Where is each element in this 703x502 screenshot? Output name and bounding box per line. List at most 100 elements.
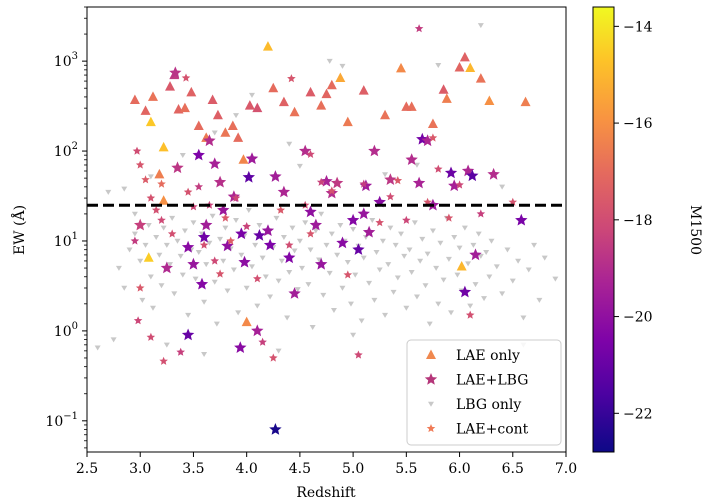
lbg-only-point: [307, 247, 314, 253]
lae-lbg-point: [197, 230, 211, 243]
lbg-only-point: [256, 222, 263, 228]
lbg-only-point: [326, 58, 333, 64]
lbg-only-point: [209, 213, 216, 219]
lbg-only-point: [339, 285, 346, 291]
lae-only-point: [244, 100, 255, 110]
lbg-only-point: [417, 258, 424, 264]
lbg-only-point: [94, 345, 101, 351]
lbg-only-point: [350, 332, 357, 338]
lbg-only-point: [302, 220, 309, 226]
lae-only-point: [158, 195, 169, 205]
lae-only-point: [278, 96, 289, 107]
lbg-only-point: [541, 255, 548, 261]
lae-lbg-point: [315, 257, 328, 270]
lbg-only-point: [203, 262, 210, 268]
lbg-only-point: [440, 277, 447, 283]
lbg-only-point: [379, 238, 386, 244]
lae-only-point: [268, 82, 279, 93]
lae-only-point: [475, 73, 486, 83]
y-tick-label: 102: [54, 141, 78, 160]
plot-area: 2.5 3.0 3.5 4.0 4.5 5.0 5.5 6.0 6.5 7.0 10−110010…: [10, 6, 577, 501]
lbg-only-point: [552, 276, 559, 282]
lbg-only-point: [392, 242, 399, 248]
lbg-only-point: [454, 272, 461, 278]
x-tick-label: 2.5: [76, 461, 98, 477]
lbg-only-point: [520, 315, 527, 321]
y-tick-label: 10−1: [45, 411, 78, 430]
lbg-only-point: [531, 242, 538, 248]
lae-only-point: [401, 101, 412, 111]
lae-cont-point: [141, 175, 150, 184]
lbg-only-point: [525, 267, 532, 273]
lbg-only-point: [499, 291, 506, 297]
lbg-only-point: [481, 296, 488, 302]
lae-cont-point: [465, 310, 475, 319]
lae-cont-point: [316, 177, 326, 186]
lae-lbg-point: [352, 243, 365, 255]
lae-only-point: [305, 86, 316, 97]
lbg-only-point: [145, 222, 152, 228]
lbg-only-point: [131, 231, 138, 237]
lae-lbg-point: [346, 213, 360, 226]
colorbar: −14 −16 −18 −20 −22 M1500: [592, 6, 703, 453]
lae-only-point: [380, 109, 391, 120]
lbg-only-point: [142, 242, 149, 248]
y-tick-label: 103: [54, 51, 78, 70]
lae-only-point: [145, 116, 156, 127]
lbg-only-point: [254, 303, 261, 309]
lae-lbg-point: [331, 176, 344, 189]
lbg-only-point: [394, 275, 401, 281]
lbg-only-point: [280, 235, 287, 241]
lbg-only-point: [467, 303, 474, 309]
legend-label: LAE+LBG: [456, 373, 528, 389]
lbg-only-point: [406, 247, 413, 253]
lae-cont-point: [151, 205, 161, 214]
lae-lbg-point: [187, 257, 200, 270]
lbg-only-point: [115, 265, 122, 271]
lbg-only-point: [153, 235, 160, 241]
lbg-only-point: [171, 291, 178, 297]
lae-cont-point: [359, 179, 368, 188]
lae-cont-point: [386, 192, 395, 201]
colorbar-tick-label: −14: [623, 19, 653, 35]
lae-lbg-point: [444, 166, 458, 179]
lbg-only-point: [403, 305, 410, 311]
lae-lbg-point: [263, 238, 277, 251]
lae-only-point: [207, 94, 218, 104]
lae-lbg-point: [412, 176, 426, 189]
lae-lbg-point: [269, 423, 282, 435]
lbg-only-point: [222, 225, 229, 231]
colorbar-tick-label: −18: [623, 213, 653, 229]
lbg-only-point: [273, 215, 280, 221]
lae-cont-point: [215, 269, 225, 278]
lbg-only-point: [435, 63, 442, 69]
lbg-only-point: [259, 255, 266, 261]
lae-cont-point: [226, 236, 235, 245]
lbg-only-point: [445, 256, 452, 262]
lbg-only-point: [408, 269, 415, 275]
lae-lbg-point: [261, 224, 275, 236]
lae-only-point: [396, 62, 407, 73]
y-tick-label: 101: [54, 231, 78, 250]
lae-lbg-point: [171, 161, 184, 174]
lae-lbg-point: [466, 169, 479, 182]
lbg-only-point: [121, 285, 128, 291]
lae-only-point: [454, 61, 465, 72]
lbg-only-point: [163, 242, 170, 248]
lae-only-point: [252, 102, 263, 113]
lbg-only-point: [149, 305, 156, 311]
lae-only-point: [241, 316, 252, 327]
lbg-only-point: [337, 222, 344, 228]
lbg-only-point: [509, 278, 516, 284]
lae-cont-point: [402, 215, 411, 224]
lbg-only-point: [328, 231, 335, 237]
lbg-only-point: [248, 264, 255, 270]
lae-cont-point: [157, 179, 166, 188]
lbg-only-point: [262, 274, 269, 280]
lae-lbg-point: [277, 185, 291, 198]
lae-cont-point: [444, 213, 454, 222]
lae-cont-point: [135, 160, 145, 169]
lae-only-point: [342, 116, 353, 127]
lbg-only-point: [419, 236, 426, 242]
